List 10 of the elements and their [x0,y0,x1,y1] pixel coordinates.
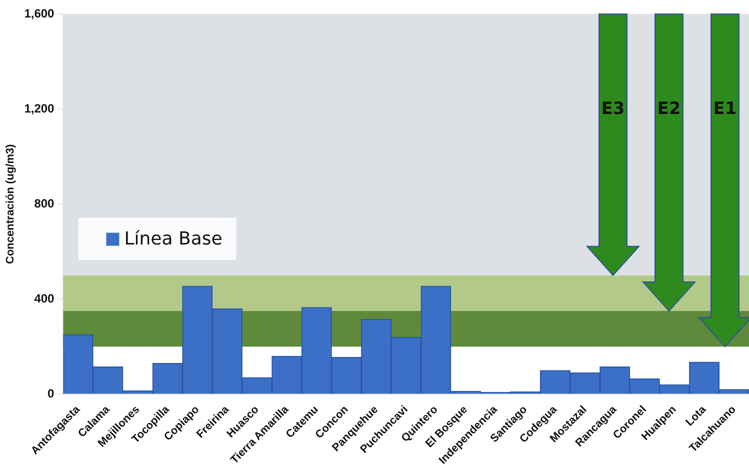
y-tick-label: 400 [34,291,55,306]
y-tick-label: 800 [34,196,55,210]
y-tick-label: 0 [48,386,55,401]
legend-label: Línea Base [124,228,222,250]
y-tick-label: 1,600 [24,6,55,20]
y-tick-label: 1,200 [24,101,55,116]
annotation: E2 [657,99,681,120]
annotation: E3 [601,99,625,120]
annotation: E1 [713,99,737,120]
y-axis-title: Concentración (ug/m3) [4,144,17,264]
